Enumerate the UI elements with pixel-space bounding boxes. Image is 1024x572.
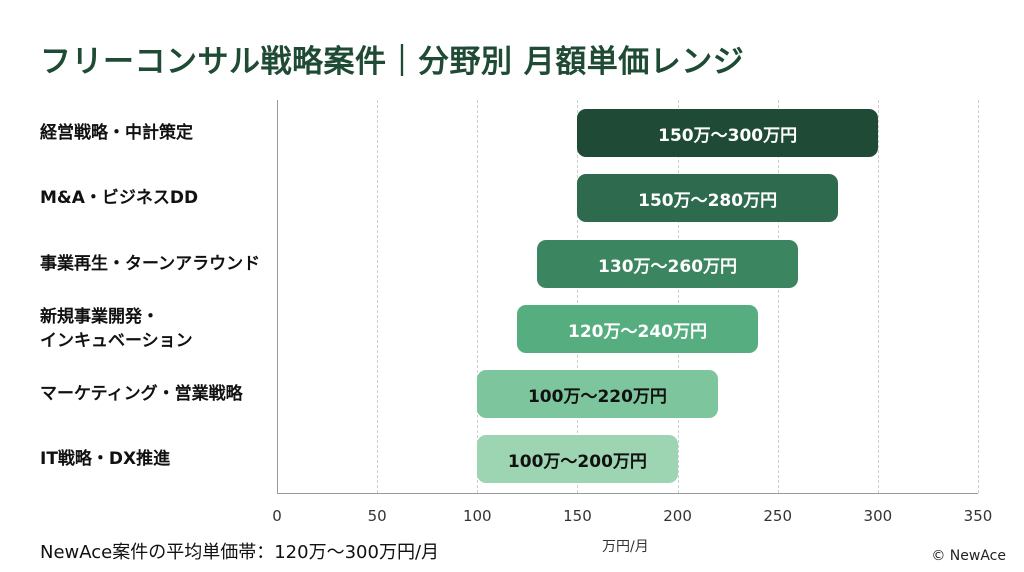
- x-tick-label: 200: [663, 507, 692, 525]
- range-bar: 120万〜240万円: [517, 305, 758, 353]
- range-bar: 100万〜220万円: [477, 370, 718, 418]
- copyright: © NewAce: [931, 548, 1006, 564]
- gridline: [978, 100, 979, 493]
- average-price-note: NewAce案件の平均単価帯：120万〜300万円/月: [40, 542, 440, 563]
- x-axis-unit-label: 万円/月: [602, 539, 649, 555]
- category-label: 経営戦略・中計策定: [40, 123, 193, 143]
- gridline: [377, 100, 379, 493]
- bar-value-label: 150万〜280万円: [638, 190, 778, 211]
- range-bar: 150万〜280万円: [577, 174, 838, 222]
- category-label: 事業再生・ターンアラウンド: [40, 254, 261, 274]
- category-label: M&A・ビジネスDD: [40, 188, 199, 208]
- category-label: マーケティング・営業戦略: [40, 384, 243, 404]
- bar-value-label: 120万〜240万円: [568, 321, 707, 342]
- bar-value-label: 130万〜260万円: [598, 256, 738, 277]
- gridline: [477, 100, 479, 493]
- range-bar: 150万〜300万円: [577, 109, 878, 157]
- bar-value-label: 100万〜220万円: [527, 386, 667, 407]
- x-tick-label: 300: [863, 507, 893, 525]
- x-tick-label: 150: [563, 507, 592, 525]
- bar-value-label: 150万〜300万円: [658, 125, 798, 146]
- plot-area: 150万〜300万円 150万〜280万円 130万〜260万円 120万〜240万円…: [277, 100, 979, 494]
- x-tick-label: 100: [462, 507, 492, 525]
- x-axis-line: [277, 493, 978, 494]
- gridline: [877, 100, 879, 493]
- gridline: [577, 100, 579, 493]
- range-bar: 100万〜200万円: [477, 435, 678, 483]
- y-axis-line: [277, 100, 278, 493]
- bar-value-label: 100万〜200万円: [507, 451, 647, 472]
- x-tick-label: 250: [763, 507, 793, 525]
- chart-title: フリーコンサル戦略案件｜分野別 月額単価レンジ: [40, 44, 745, 80]
- gridline: [777, 100, 779, 493]
- x-tick-label: 0: [272, 507, 282, 525]
- range-bar: 130万〜260万円: [537, 240, 798, 288]
- x-tick-label: 350: [963, 507, 993, 525]
- gridline: [677, 100, 679, 493]
- category-label: IT戦略・DX推進: [40, 449, 171, 469]
- x-tick-label: 50: [367, 507, 387, 525]
- category-label: 新規事業開発・ インキュベーション: [40, 307, 193, 351]
